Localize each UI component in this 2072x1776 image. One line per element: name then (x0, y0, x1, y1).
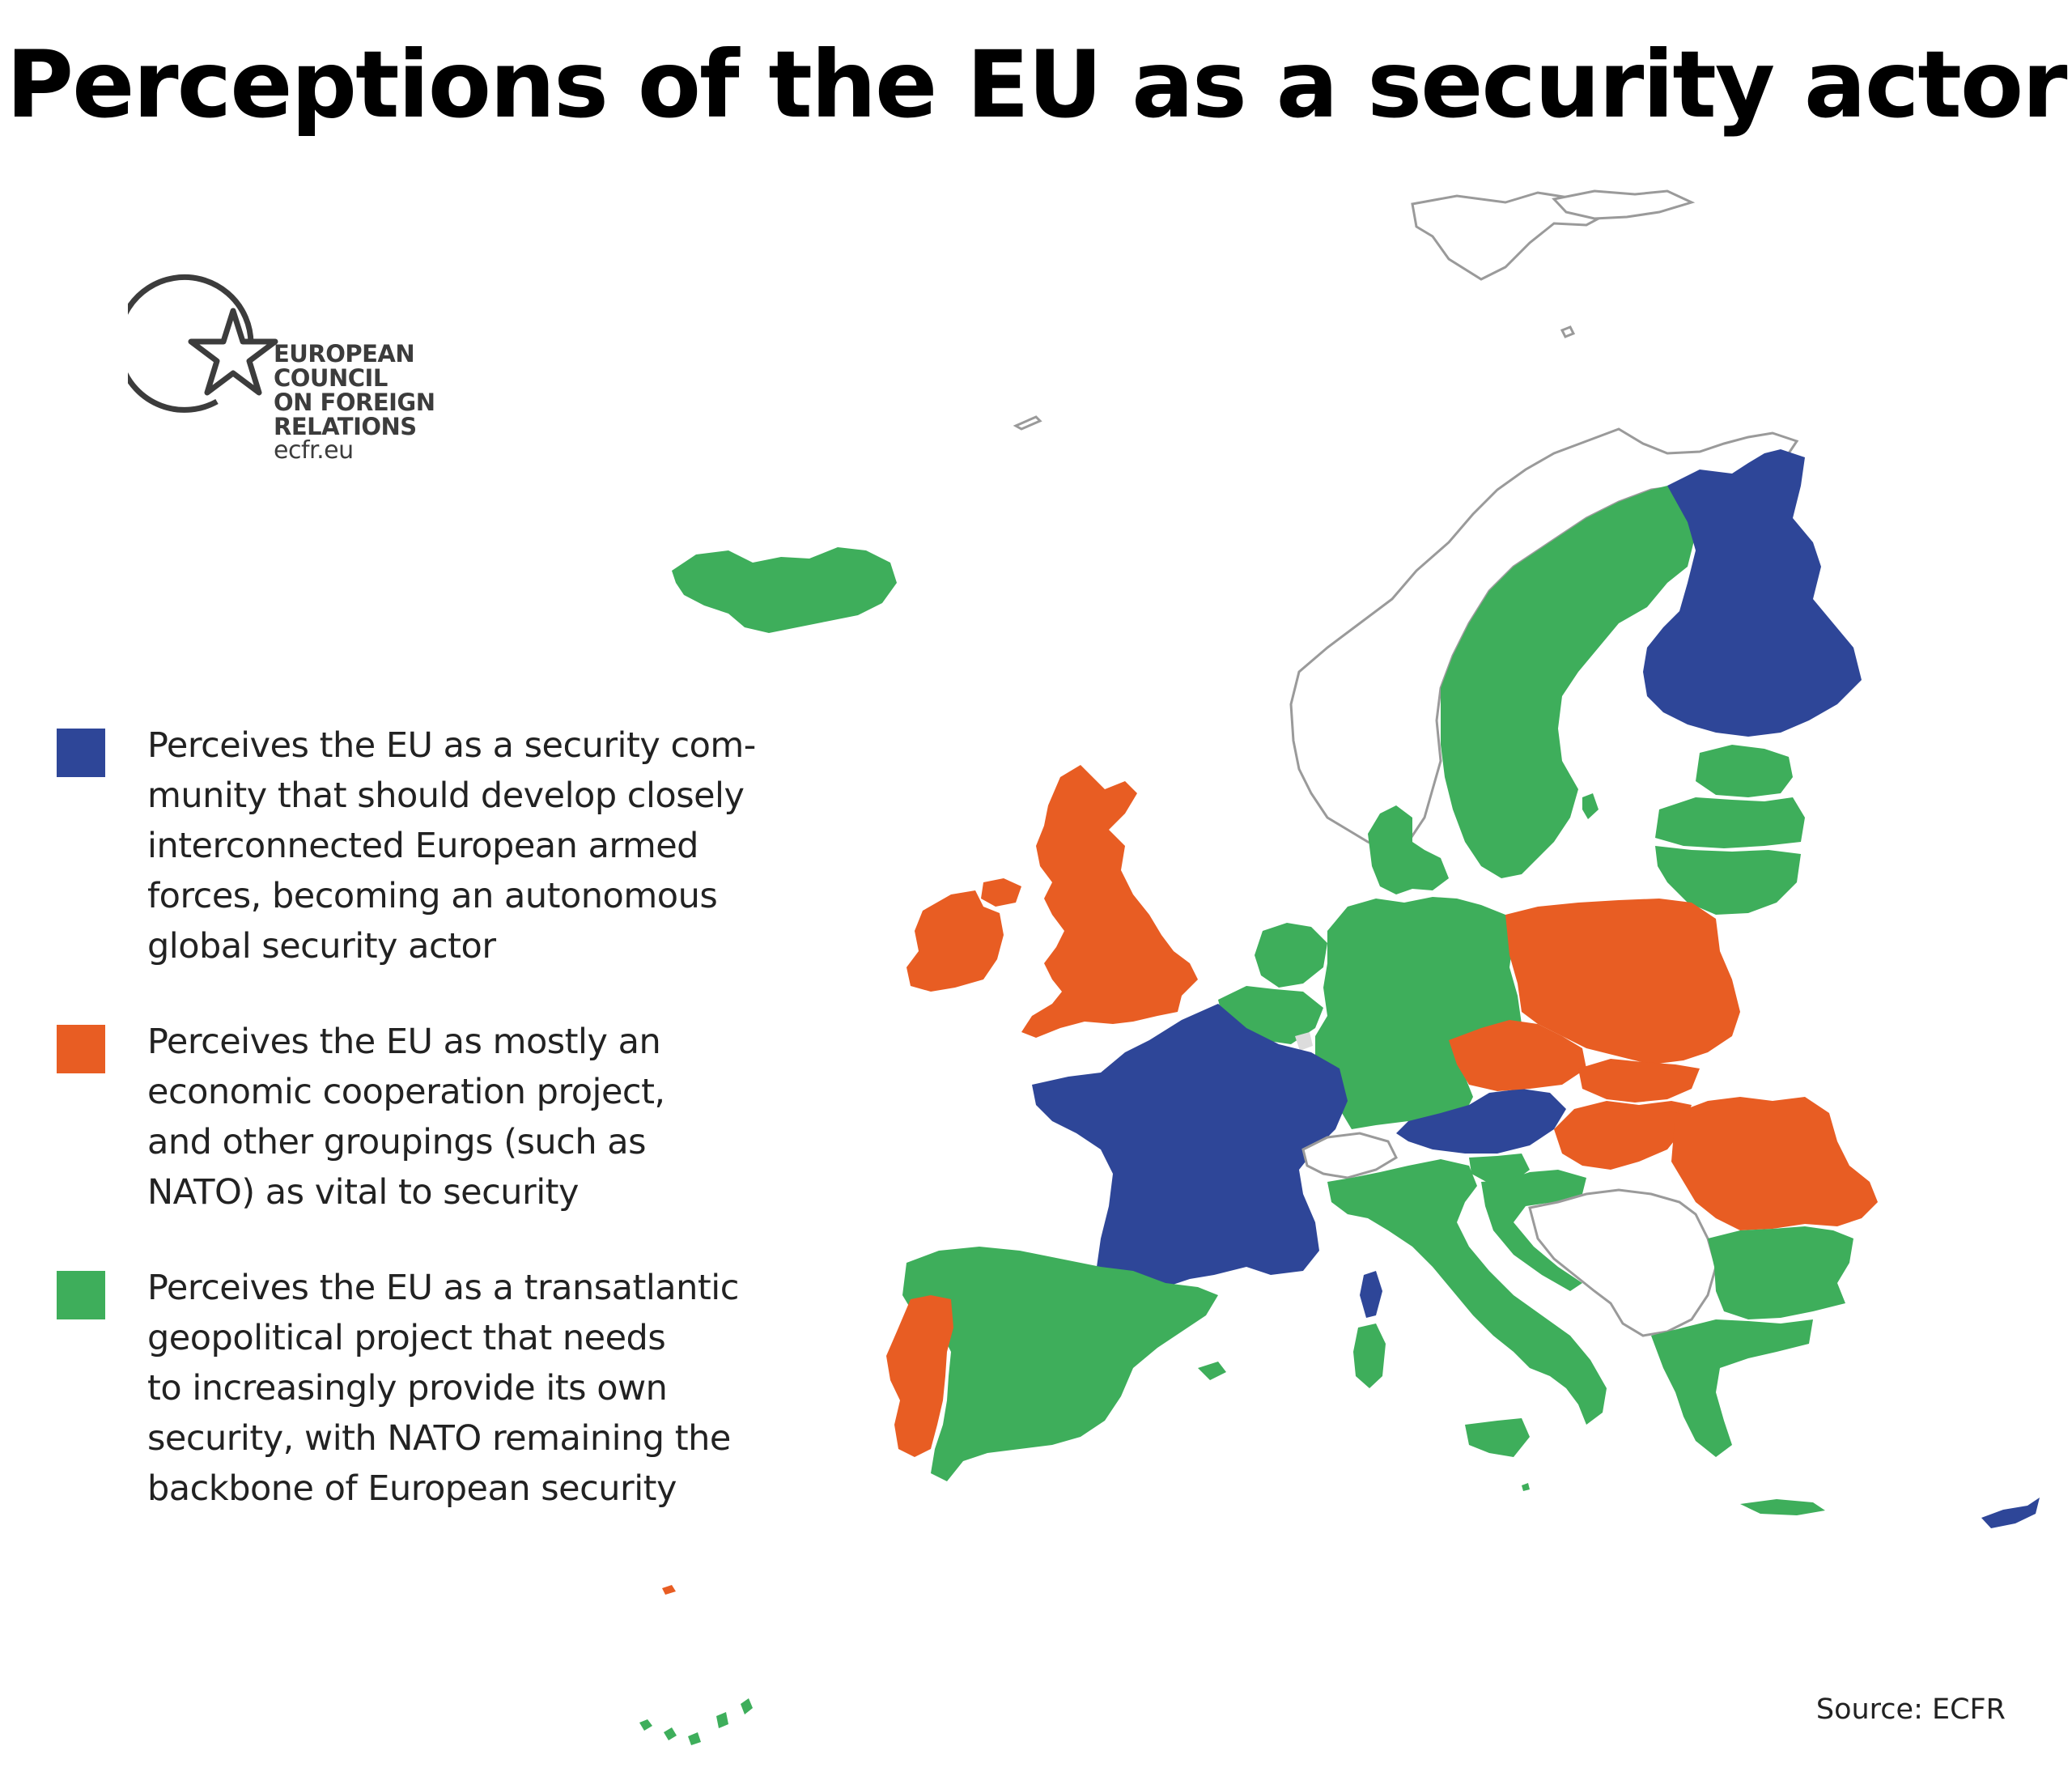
jan-mayen (1013, 415, 1042, 431)
region-sweden (1441, 486, 1696, 878)
legend-item-transatlantic-project: Perceives the EU as a transatlantic geop… (57, 1263, 769, 1514)
region-western-balkans (1528, 1188, 1717, 1337)
region-finland (1643, 449, 1862, 737)
page-title: Perceptions of the EU as a security acto… (6, 31, 2068, 138)
region-spain (902, 1247, 1218, 1481)
region-iceland (672, 547, 897, 633)
region-sicily (1465, 1418, 1530, 1457)
svalbard-east (1552, 189, 1696, 220)
ecfr-logo: EUROPEAN COUNCIL ON FOREIGN RELATIONS ec… (115, 251, 468, 478)
region-gotland (1582, 793, 1599, 819)
region-croatia (1481, 1170, 1586, 1291)
logo-line-1: EUROPEAN (274, 340, 415, 368)
logo-url: ecfr.eu (274, 436, 354, 465)
region-czech-republic (1449, 1020, 1586, 1091)
logo-wordmark: EUROPEAN COUNCIL ON FOREIGN RELATIONS ec… (274, 342, 435, 463)
region-bulgaria (1708, 1226, 1853, 1319)
region-denmark (1368, 805, 1449, 894)
region-romania (1671, 1097, 1878, 1230)
region-balearic-islands (1198, 1362, 1226, 1380)
region-northern-ireland (981, 878, 1021, 907)
logo-line-2: COUNCIL (274, 364, 388, 392)
region-lithuania (1655, 846, 1801, 915)
region-greece (1651, 1319, 1813, 1457)
region-slovakia (1578, 1059, 1700, 1103)
region-ireland (906, 890, 1004, 992)
legend-text-economic-project: Perceives the EU as mostly an economic c… (147, 1022, 665, 1213)
bear-island (1560, 325, 1576, 338)
region-united-kingdom (1021, 765, 1198, 1038)
region-sardinia (1353, 1324, 1386, 1388)
region-poland (1505, 899, 1740, 1064)
region-france (1032, 1004, 1348, 1287)
region-estonia (1696, 745, 1793, 797)
legend-item-security-community: Perceives the EU as a security com- muni… (57, 720, 769, 971)
legend-swatch-orange (57, 1025, 105, 1073)
region-austria (1396, 1089, 1566, 1154)
region-latvia (1655, 797, 1805, 848)
region-netherlands (1255, 923, 1327, 988)
region-slovenia (1469, 1154, 1530, 1183)
legend-text-security-community: Perceives the EU as a security com- muni… (147, 725, 756, 967)
logo-line-4: RELATIONS (274, 413, 417, 440)
region-portugal (886, 1295, 953, 1457)
region-hungary (1554, 1101, 1692, 1170)
legend-swatch-blue (57, 729, 105, 777)
map-legend: Perceives the EU as a security com- muni… (57, 720, 769, 1559)
legend-item-economic-project: Perceives the EU as mostly an economic c… (57, 1017, 769, 1217)
legend-swatch-green (57, 1271, 105, 1319)
region-madeira (662, 1585, 676, 1595)
region-corsica (1360, 1271, 1382, 1318)
logo-line-3: ON FOREIGN (274, 389, 435, 416)
region-crete (1740, 1499, 1825, 1515)
region-cyprus (1981, 1498, 2040, 1528)
region-italy (1327, 1159, 1607, 1425)
region-canary-islands (639, 1698, 753, 1745)
svalbard (1411, 191, 1614, 281)
region-switzerland (1301, 1132, 1398, 1179)
region-luxembourg (1295, 1032, 1313, 1051)
legend-text-transatlantic-project: Perceives the EU as a transatlantic geop… (147, 1268, 739, 1509)
source-note: Source: ECFR (1815, 1693, 2006, 1726)
region-malta (1522, 1483, 1530, 1491)
ecfr-star-logo-icon (115, 274, 278, 413)
